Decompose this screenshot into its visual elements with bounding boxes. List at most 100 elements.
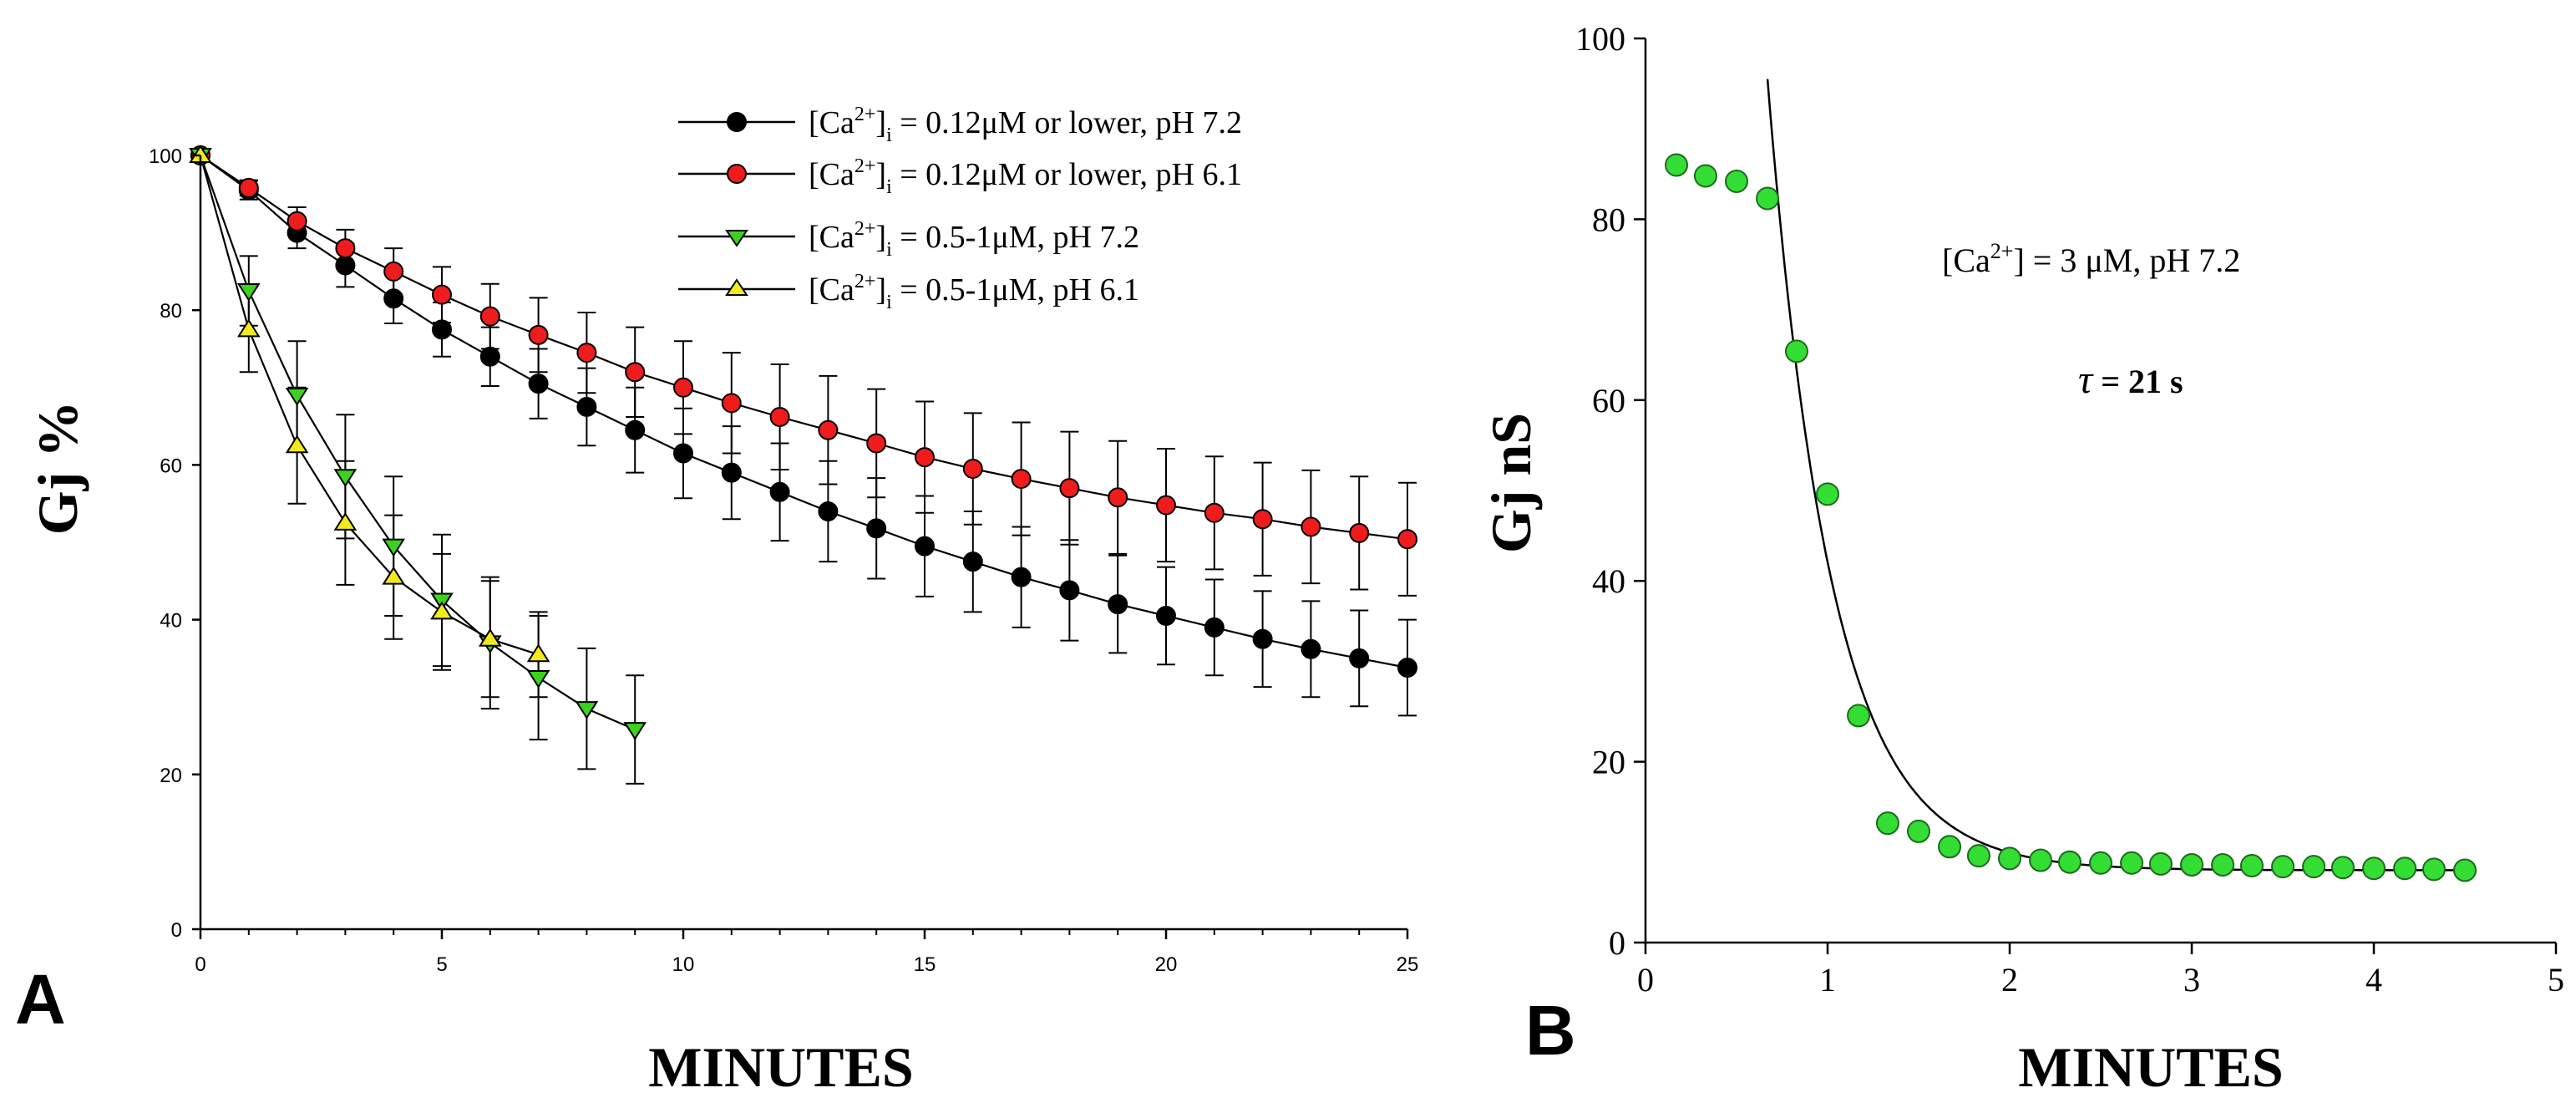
data-point xyxy=(1108,594,1128,615)
panel-b-x-tick-label: 3 xyxy=(2183,961,2200,999)
data-point xyxy=(1349,522,1370,543)
data-point xyxy=(1252,628,1273,649)
data-point xyxy=(2393,856,2417,881)
data-point xyxy=(625,362,646,383)
data-point xyxy=(1059,580,1080,601)
data-point xyxy=(1665,153,1689,177)
data-point xyxy=(818,419,839,440)
data-point xyxy=(335,238,356,259)
data-point xyxy=(1301,638,1321,659)
data-point xyxy=(432,319,452,340)
panel-a-y-tick-label: 100 xyxy=(149,145,182,168)
data-point xyxy=(2029,848,2053,872)
panel-a-x-tick-label: 20 xyxy=(1155,953,1178,976)
data-point xyxy=(526,643,550,663)
data-point xyxy=(2180,852,2203,877)
data-point xyxy=(769,481,790,502)
panel-a-x-tick-label: 5 xyxy=(436,953,447,976)
data-point xyxy=(1349,648,1370,668)
panel-b-x-tick-label: 2 xyxy=(2001,961,2018,999)
data-point xyxy=(673,377,693,398)
panel-a-y-axis-title: Gj % xyxy=(26,401,89,536)
data-point xyxy=(1156,605,1176,626)
data-point xyxy=(382,538,406,557)
data-point xyxy=(2057,850,2082,874)
panel-a-y-ticks: 0 20 40 60 80 100 xyxy=(149,145,200,942)
data-point xyxy=(2148,851,2173,876)
data-point xyxy=(1756,186,1780,211)
data-point xyxy=(479,306,500,327)
legend-label: [Ca2+]i = 0.12μM or lower, pH 7.2 xyxy=(809,104,1242,146)
data-point xyxy=(575,701,599,719)
panel-a-y-tick-label: 0 xyxy=(171,919,182,942)
data-point xyxy=(2211,852,2235,877)
data-point xyxy=(721,393,742,414)
panel-a-y-tick-label: 80 xyxy=(160,300,182,323)
data-point xyxy=(866,518,887,539)
data-point xyxy=(1816,482,1839,506)
panel-b-y-axis-title: Gj nS xyxy=(1479,413,1543,553)
legend-marker-circle-red xyxy=(727,164,747,184)
data-point xyxy=(2089,851,2112,875)
panel-b-y-ticks: 0 20 40 60 80 100 xyxy=(1575,20,1645,962)
data-point xyxy=(2271,855,2295,879)
data-point xyxy=(2421,857,2446,882)
legend-label: [Ca2+]i = 0.12μM or lower, pH 6.1 xyxy=(809,155,1242,198)
data-point xyxy=(236,283,261,302)
data-point xyxy=(866,433,887,454)
legend-entry-ca-mid-ph61: [Ca2+]i = 0.5-1μM, pH 6.1 xyxy=(678,271,1139,313)
data-point xyxy=(2362,856,2386,881)
panel-b-label: B xyxy=(1525,991,1576,1070)
data-point xyxy=(478,628,502,647)
data-point xyxy=(526,670,550,689)
data-point xyxy=(1156,495,1176,516)
data-point xyxy=(1059,478,1080,499)
legend-marker-circle-black xyxy=(727,112,747,132)
data-point xyxy=(1301,516,1321,537)
panel-b-x-tick-label: 5 xyxy=(2548,961,2564,999)
panel-b-x-tick-label: 0 xyxy=(1637,961,1654,999)
data-point xyxy=(238,177,259,198)
legend-entry-ca-low-ph61: [Ca2+]i = 0.12μM or lower, pH 6.1 xyxy=(678,155,1242,198)
data-point xyxy=(1397,658,1417,679)
data-point xyxy=(1966,844,1990,868)
data-point xyxy=(1204,502,1225,523)
data-point xyxy=(287,211,307,231)
data-point xyxy=(1938,835,1962,859)
series-line-3 xyxy=(199,155,539,656)
panel-a-x-axis-title: MINUTES xyxy=(648,1035,913,1099)
data-point xyxy=(236,318,261,338)
panel-a-x-tick-label: 25 xyxy=(1397,953,1419,976)
panel-b-condition-annotation: [Ca2+] = 3 μM, pH 7.2 xyxy=(1942,239,2240,279)
data-point xyxy=(2453,858,2477,882)
data-point xyxy=(335,255,356,276)
data-point xyxy=(2239,854,2264,878)
data-point xyxy=(333,469,357,488)
data-point xyxy=(2302,855,2326,879)
data-point xyxy=(2330,856,2355,880)
legend-marker-triangle-up-yellow xyxy=(725,278,748,296)
panel-b-chart: 0 20 40 60 80 100 0 1 2 3 4 5 Gj nS MINUTES B [Ca2… xyxy=(1479,20,2564,1099)
data-point xyxy=(625,419,646,440)
data-point xyxy=(623,722,647,740)
data-point xyxy=(1998,846,2021,871)
panel-a-y-tick-label: 40 xyxy=(160,610,182,633)
data-point xyxy=(915,536,935,557)
data-point xyxy=(382,566,406,585)
panel-a-x-ticks: 0 5 10 15 20 25 xyxy=(195,929,1418,976)
panel-b-x-axis-title: MINUTES xyxy=(2018,1035,2283,1099)
series-line-2 xyxy=(199,155,636,731)
data-point xyxy=(1108,487,1128,508)
panel-b-y-tick-label: 80 xyxy=(1592,201,1625,238)
panel-b-tau-annotation: τ = 21 s xyxy=(2078,358,2183,402)
legend-marker-triangle-down-green xyxy=(725,230,748,247)
panel-a-y-tick-label: 60 xyxy=(160,455,182,477)
data-point xyxy=(769,406,790,427)
panel-a-series-markers xyxy=(189,145,1417,740)
panel-b-y-tick-label: 40 xyxy=(1592,562,1625,600)
panel-b-y-tick-label: 0 xyxy=(1609,924,1625,962)
data-point xyxy=(576,343,597,363)
data-point xyxy=(1693,164,1717,188)
